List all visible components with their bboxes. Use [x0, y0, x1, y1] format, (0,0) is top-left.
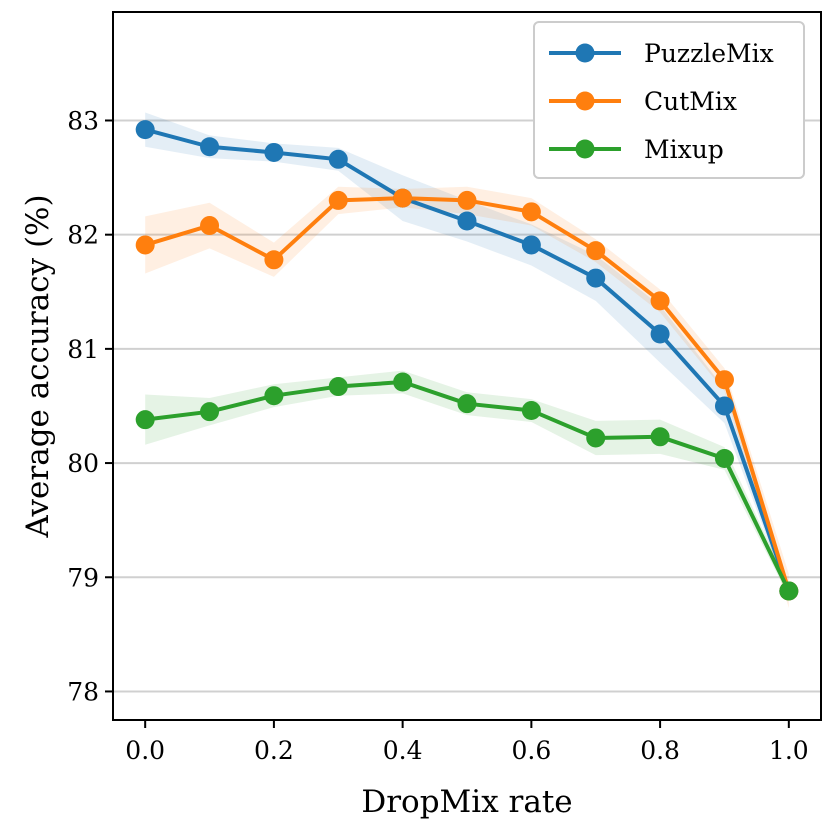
x-tick-label: 1.0: [769, 736, 809, 765]
data-point: [650, 291, 670, 311]
data-point: [521, 202, 541, 222]
y-tick-label: 81: [67, 335, 99, 364]
data-point: [457, 394, 477, 414]
legend-marker: [575, 139, 595, 159]
data-point: [200, 137, 220, 157]
y-tick-label: 82: [67, 221, 99, 250]
data-point: [328, 149, 348, 169]
legend-marker: [575, 91, 595, 111]
confidence-band: [145, 112, 789, 597]
legend-label: PuzzleMix: [644, 39, 774, 68]
data-point: [714, 448, 734, 468]
grid-lines: [113, 119, 821, 693]
data-point: [586, 241, 606, 261]
data-point: [779, 581, 799, 601]
data-point: [328, 190, 348, 210]
data-point: [586, 428, 606, 448]
data-point: [264, 250, 284, 270]
data-point: [393, 188, 413, 208]
legend-box: [533, 21, 805, 179]
x-axis-label: DropMix rate: [361, 784, 572, 820]
y-axis-label: Average accuracy (%): [20, 194, 56, 538]
data-point: [200, 402, 220, 422]
x-tick-label: 0.8: [640, 736, 680, 765]
data-point: [457, 190, 477, 210]
x-tick-label: 0.4: [383, 736, 423, 765]
series-markers: [135, 120, 799, 601]
y-tick-label: 78: [67, 677, 99, 706]
data-point: [586, 268, 606, 288]
data-point: [135, 235, 155, 255]
x-tick-label: 0.6: [511, 736, 551, 765]
data-point: [393, 372, 413, 392]
data-point: [135, 410, 155, 430]
data-point: [264, 142, 284, 162]
y-tick-label: 83: [67, 106, 99, 135]
confidence-band: [145, 370, 789, 597]
data-point: [714, 370, 734, 390]
data-point: [650, 324, 670, 344]
data-point: [264, 386, 284, 406]
legend-marker: [575, 43, 595, 63]
data-point: [457, 211, 477, 231]
data-point: [135, 120, 155, 140]
legend-label: Mixup: [644, 135, 724, 164]
data-point: [650, 427, 670, 447]
x-tick-label: 0.0: [125, 736, 165, 765]
data-point: [200, 216, 220, 236]
data-point: [714, 396, 734, 416]
data-point: [521, 401, 541, 421]
plot-area-frame: [112, 11, 822, 721]
axis-ticks: 78 79 80 81 82 83 0.0 0.2 0.4 0.6 0.8 1.0: [67, 106, 809, 765]
y-tick-label: 80: [67, 449, 99, 478]
data-point: [328, 377, 348, 397]
y-tick-label: 79: [67, 563, 99, 592]
data-point: [521, 235, 541, 255]
legend-label: CutMix: [644, 87, 737, 116]
x-tick-label: 0.2: [254, 736, 294, 765]
legend: PuzzleMix CutMix Mixup: [533, 21, 805, 179]
confidence-bands: [145, 112, 789, 609]
